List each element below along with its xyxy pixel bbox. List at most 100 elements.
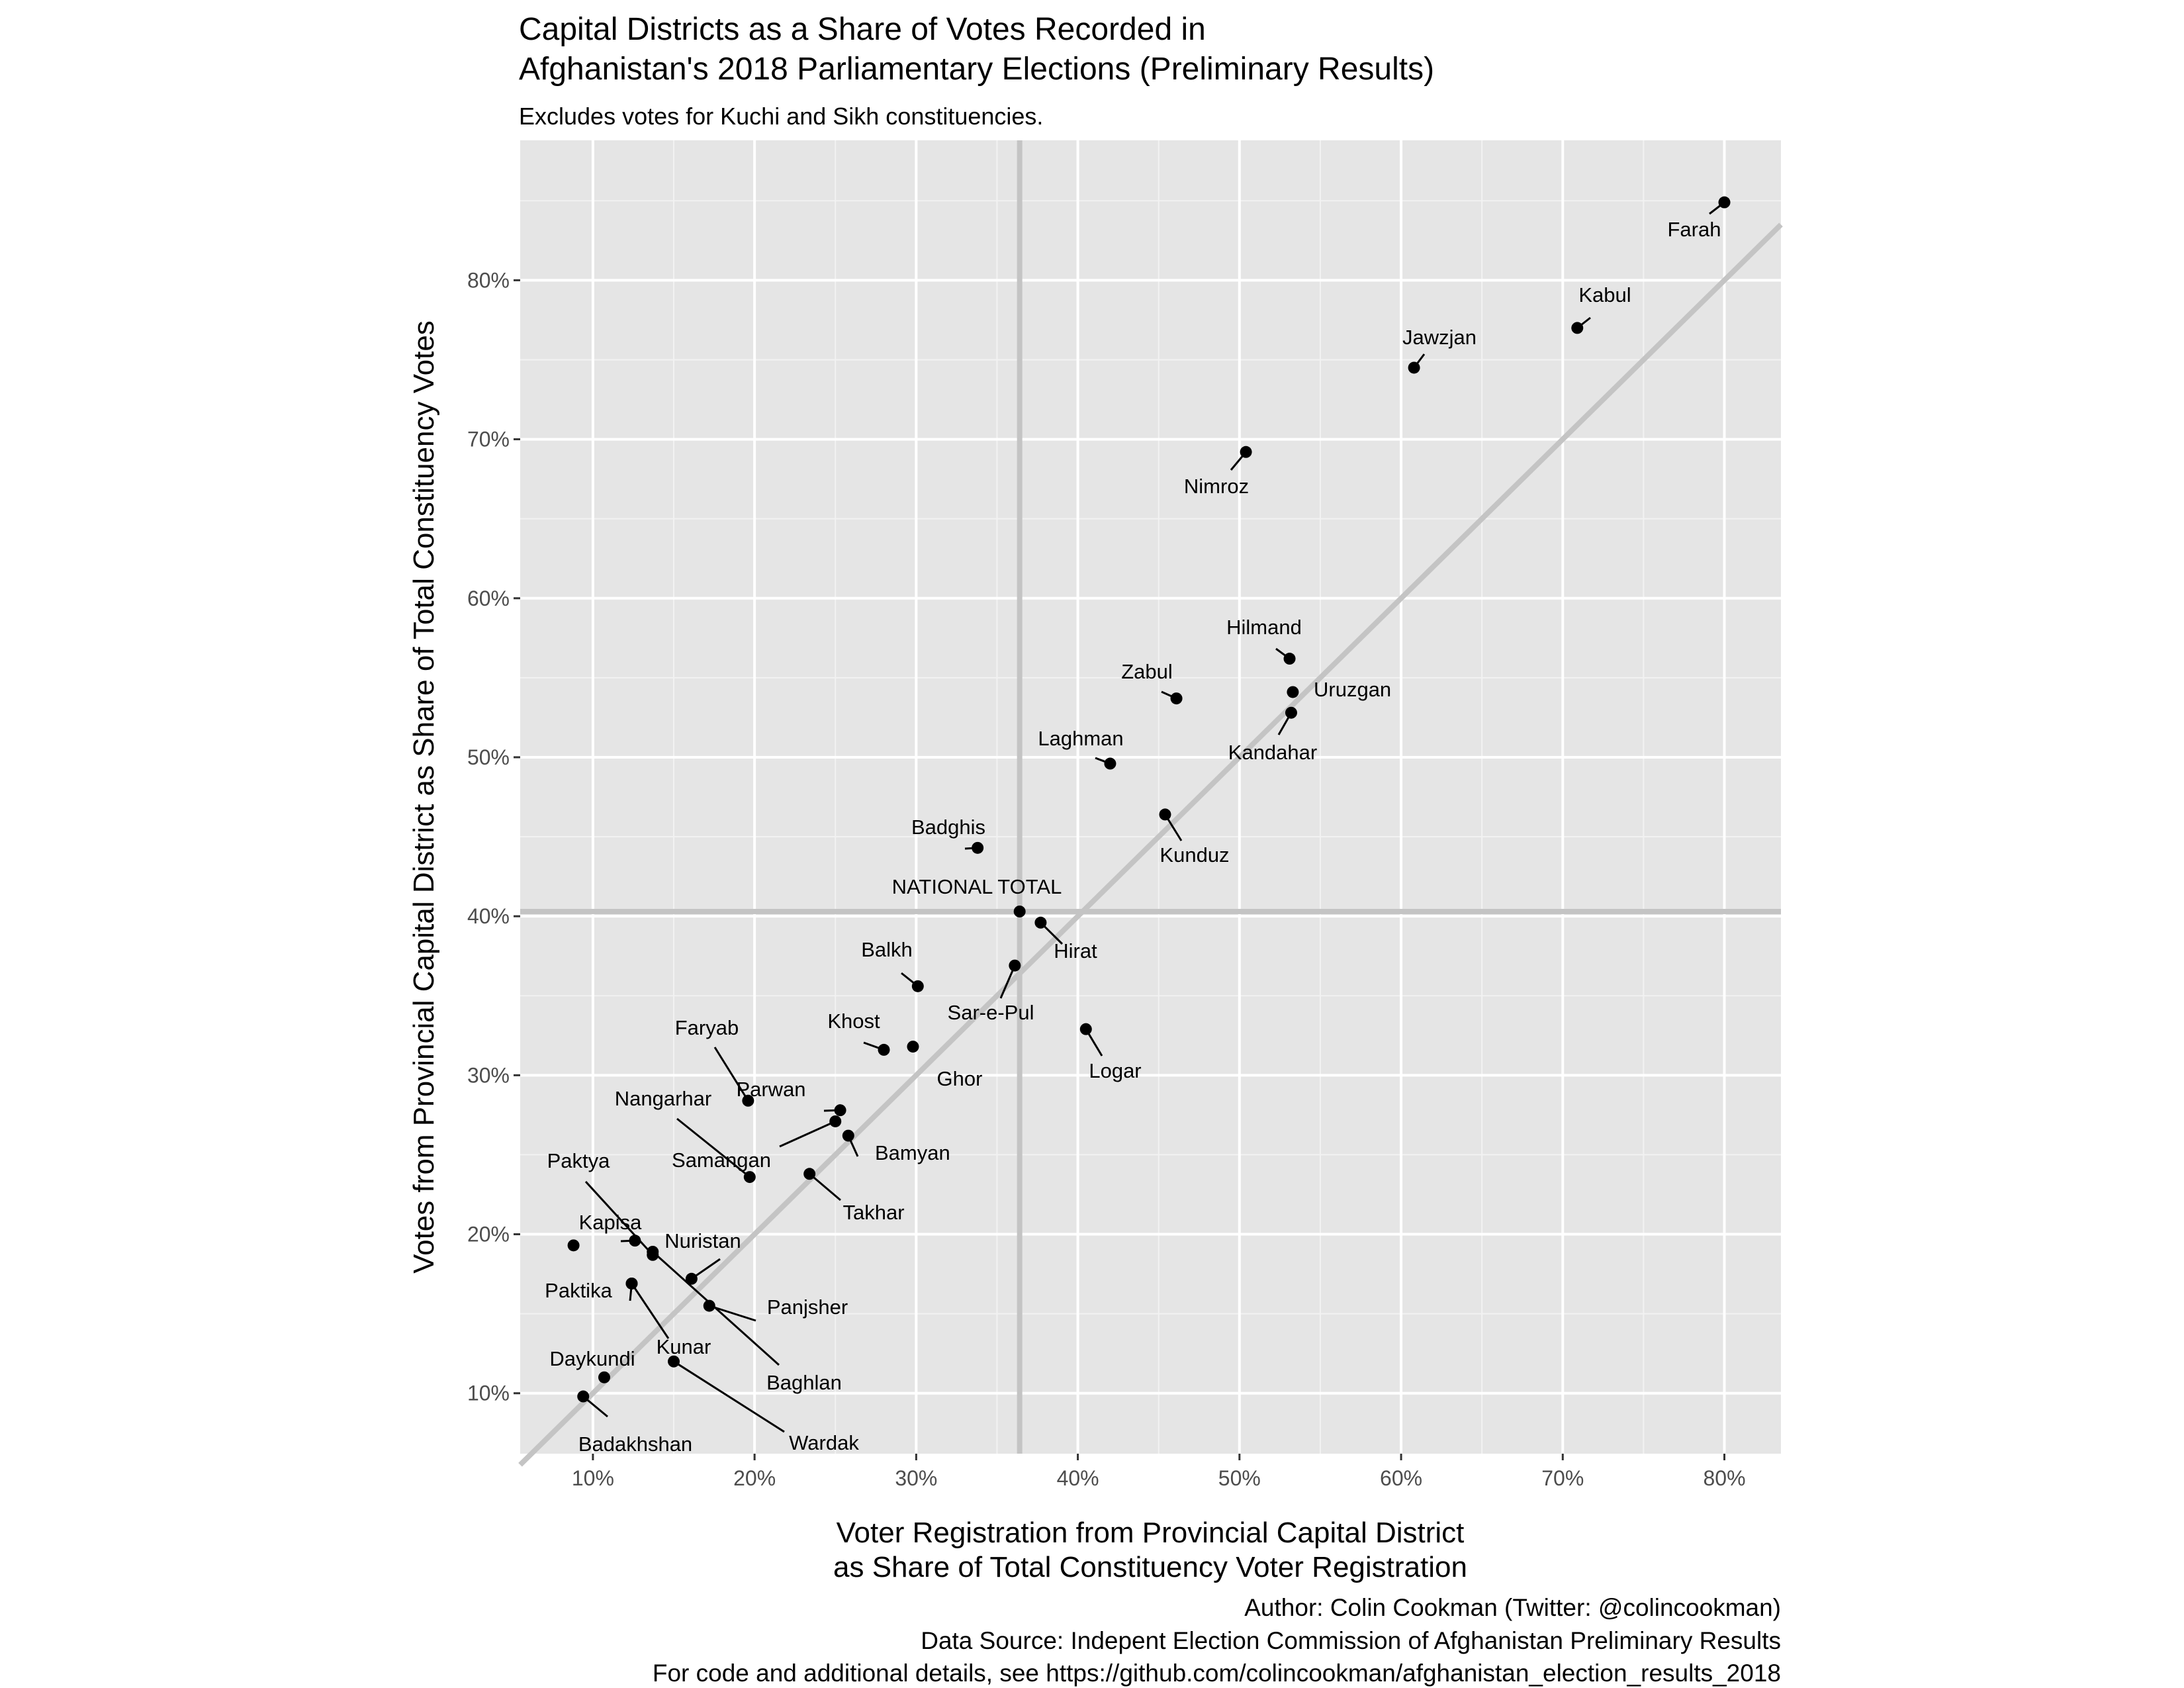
point-label-nangarhar: Nangarhar (615, 1087, 711, 1110)
point-jawzjan (1408, 361, 1420, 374)
point-badghis (972, 841, 984, 854)
point-label-balkh: Balkh (861, 938, 913, 961)
point-labels: Farah Kabul Jawzjan Nimroz Hilmand Uruzgan Kan… (545, 218, 1721, 1456)
leader-line-panjsher (709, 1305, 756, 1322)
point-sar-e-pul (1009, 959, 1021, 972)
point-label-uruzgan: Uruzgan (1314, 678, 1391, 701)
y-tick-label: 20% (467, 1223, 510, 1246)
point-nimroz (1240, 445, 1252, 458)
reference-lines (518, 140, 1783, 1467)
x-tick-label: 70% (1541, 1466, 1584, 1490)
x-tick-label: 40% (1057, 1466, 1099, 1490)
x-axis-ticks: 10% 20% 30% 40% 50% 60% 70% 80% (572, 1454, 1746, 1490)
leader-line-kunar (631, 1283, 670, 1339)
point-label-khost: Khost (827, 1009, 880, 1033)
point-khost (878, 1043, 890, 1056)
point-label-parwan: Parwan (736, 1078, 805, 1101)
x-tick-label: 60% (1380, 1466, 1422, 1490)
x-tick-label: 50% (1218, 1466, 1261, 1490)
x-tick-label: 80% (1703, 1466, 1745, 1490)
chart-title-line-2: Afghanistan's 2018 Parliamentary Electio… (519, 52, 1434, 87)
point-label-jawzjan: Jawzjan (1402, 326, 1477, 349)
leader-line-takhar (809, 1173, 841, 1201)
point-daykundi (598, 1371, 610, 1383)
label-leader-lines (582, 201, 1725, 1433)
point-label-national-total: NATIONAL TOTAL (892, 875, 1062, 898)
point-label-bamyan: Bamyan (875, 1141, 950, 1164)
point-balkh (911, 980, 924, 992)
caption-source: Data Source: Indepent Election Commissio… (921, 1627, 1781, 1654)
y-tick-label: 70% (467, 428, 510, 451)
point-zabul (1170, 692, 1183, 705)
chart-subtitle: Excludes votes for Kuchi and Sikh consti… (519, 103, 1043, 130)
leader-line-wardak (673, 1360, 785, 1433)
point-label-daykundi: Daykundi (549, 1347, 635, 1370)
leader-line-faryab (713, 1047, 749, 1102)
point-badakhshan (577, 1390, 590, 1403)
point-label-wardak: Wardak (789, 1431, 859, 1454)
x-axis-title-line-2: as Share of Total Constituency Voter Reg… (833, 1551, 1467, 1583)
point-label-kapisa: Kapisa (579, 1211, 643, 1234)
equality-diagonal-line (518, 222, 1783, 1467)
point-kunar (625, 1277, 638, 1289)
point-samangan (829, 1115, 842, 1127)
point-wardak (668, 1355, 680, 1368)
x-tick-label: 10% (572, 1466, 614, 1490)
point-bamyan (842, 1129, 854, 1142)
y-axis-ticks: 10% 20% 30% 40% 50% 60% 70% 80% (467, 268, 520, 1405)
x-tick-label: 30% (895, 1466, 937, 1490)
point-label-samangan: Samangan (672, 1149, 771, 1172)
point-national-total (1013, 905, 1026, 917)
y-tick-label: 40% (467, 904, 510, 928)
x-tick-label: 20% (733, 1466, 776, 1490)
point-label-laghman: Laghman (1038, 727, 1123, 750)
point-label-ghor: Ghor (937, 1067, 983, 1090)
point-label-kunduz: Kunduz (1160, 843, 1229, 867)
chart-title-line-1: Capital Districts as a Share of Votes Re… (519, 12, 1206, 47)
point-unlabeled (567, 1239, 580, 1252)
leader-line-samangan (779, 1120, 836, 1148)
point-farah (1718, 196, 1731, 209)
data-points (567, 196, 1731, 1403)
point-label-nuristan: Nuristan (664, 1229, 741, 1252)
point-panjsher (703, 1299, 715, 1312)
point-ghor (907, 1041, 919, 1053)
point-label-paktya: Paktya (547, 1149, 611, 1172)
point-label-hilmand: Hilmand (1226, 616, 1302, 639)
caption-code-link: For code and additional details, see htt… (653, 1660, 1781, 1687)
y-axis-title: Votes from Provincial Capital District a… (408, 320, 440, 1274)
y-tick-label: 80% (467, 268, 510, 292)
leader-line-paktya (584, 1180, 654, 1256)
point-label-hirat: Hirat (1054, 939, 1097, 962)
point-label-farah: Farah (1668, 218, 1721, 241)
point-label-baghlan: Baghlan (766, 1371, 842, 1394)
point-nuristan (685, 1272, 698, 1285)
point-label-badakhshan: Badakhshan (578, 1432, 692, 1456)
point-label-logar: Logar (1089, 1059, 1141, 1082)
point-parwan (834, 1104, 846, 1117)
point-hilmand (1283, 653, 1296, 665)
point-label-paktika: Paktika (545, 1279, 612, 1302)
y-tick-label: 10% (467, 1382, 510, 1405)
point-kabul (1571, 322, 1584, 334)
point-takhar (803, 1168, 816, 1180)
point-kapisa (629, 1235, 641, 1247)
point-baghlan (647, 1245, 659, 1258)
point-hirat (1034, 916, 1047, 929)
point-label-faryab: Faryab (675, 1016, 739, 1039)
point-label-badghis: Badghis (911, 816, 985, 839)
point-laghman (1104, 757, 1116, 770)
point-label-sar-e-pul: Sar-e-Pul (948, 1001, 1034, 1024)
point-label-takhar: Takhar (842, 1201, 904, 1224)
point-label-kandahar: Kandahar (1228, 741, 1317, 764)
x-axis-title-line-1: Voter Registration from Provincial Capit… (837, 1517, 1465, 1549)
grid-lines (520, 140, 1781, 1454)
point-nangarhar (743, 1171, 756, 1184)
point-logar (1079, 1023, 1092, 1035)
point-label-nimroz: Nimroz (1184, 475, 1249, 498)
point-label-zabul: Zabul (1121, 660, 1173, 683)
point-label-panjsher: Panjsher (767, 1295, 848, 1319)
y-tick-label: 30% (467, 1063, 510, 1087)
point-faryab (742, 1094, 754, 1107)
